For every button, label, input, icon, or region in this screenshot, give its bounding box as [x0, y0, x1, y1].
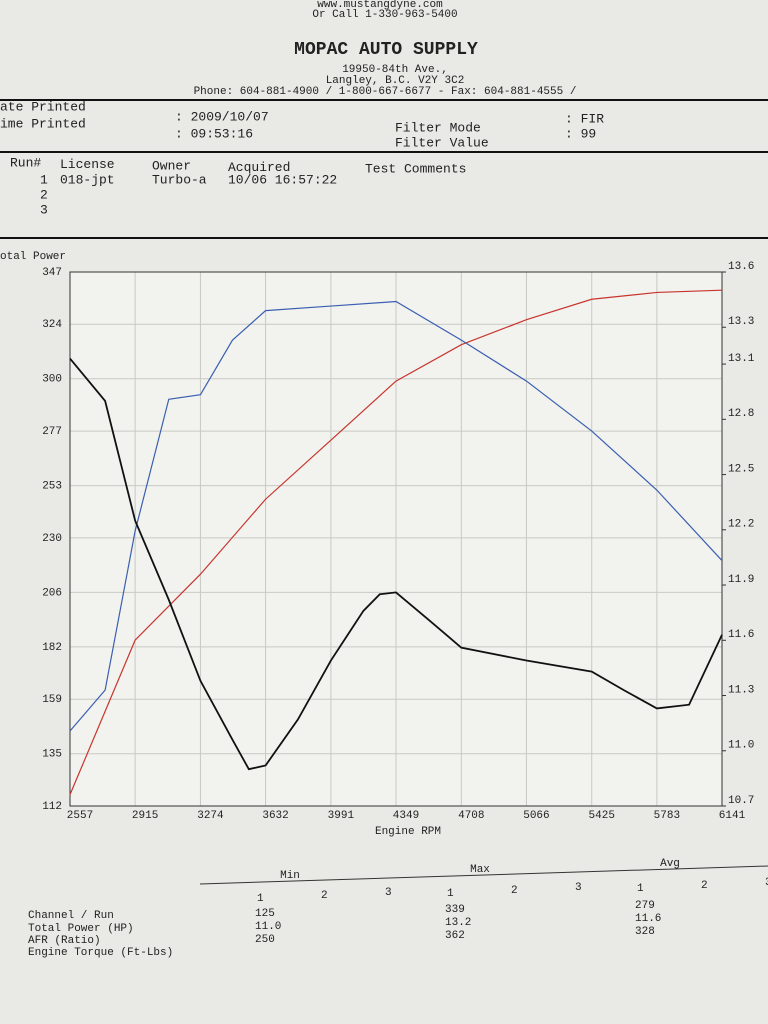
run-header: 2 [321, 890, 328, 902]
run-header: 1 [257, 893, 264, 905]
column-header: License [60, 157, 115, 172]
y-tick-label: 253 [42, 481, 62, 493]
y2-tick-label: 10.7 [728, 795, 754, 807]
row-label: AFR (Ratio) [28, 935, 101, 947]
y2-tick-label: 12.8 [728, 408, 754, 420]
x-axis-label: Engine RPM [375, 826, 441, 838]
x-tick-label: 5783 [654, 810, 680, 822]
label: Filter Value [395, 135, 489, 150]
value: : 99 [565, 126, 596, 141]
x-tick-label: 5066 [523, 810, 549, 822]
y-tick-label: 300 [42, 374, 62, 386]
cell: 10/06 16:57:22 [228, 172, 337, 187]
row-label: Total Power (HP) [28, 923, 134, 935]
label: Filter Mode [395, 120, 481, 135]
y-axis-label: otal Power [0, 251, 66, 263]
address: Langley, B.C. V2Y 3C2 [326, 75, 465, 87]
phone: Phone: 604-881-4900 / 1-800-667-6677 - F… [194, 86, 577, 98]
cell: 339 [445, 904, 465, 916]
run-header: 2 [701, 880, 708, 892]
run-header: 3 [575, 882, 582, 894]
cell: 11.6 [635, 913, 661, 925]
run-header: 1 [447, 888, 454, 900]
y-tick-label: 230 [42, 533, 62, 545]
runs-table: Run# License Owner Acquired Test Comments 1 01… [10, 155, 466, 217]
x-tick-label: 4349 [393, 810, 419, 822]
x-tick-label: 4708 [458, 810, 484, 822]
call: Or Call 1-330-963-5400 [312, 9, 457, 21]
run-header: 3 [385, 887, 392, 899]
plot-border [69, 271, 723, 807]
x-tick-label: 3991 [328, 810, 355, 822]
y2-tick-label: 13.3 [728, 316, 754, 328]
y-tick-label: 135 [42, 749, 62, 761]
y-tick-label: 112 [42, 801, 62, 813]
group-header: Min [280, 870, 300, 882]
chart: otal Power Engine RPM 112 135 159 182 206 230 25… [0, 251, 755, 838]
row-header: Channel / Run [28, 910, 114, 922]
x-tick-label: 3632 [262, 810, 288, 822]
label: ime Printed [0, 116, 86, 131]
y2-tick-label: 11.3 [728, 684, 754, 696]
cell: 11.0 [255, 921, 281, 933]
x-tick-label: 2557 [67, 810, 93, 822]
column-header: Run# [10, 155, 41, 170]
y-tick-label: 324 [42, 319, 62, 331]
y-tick-label: 347 [42, 267, 62, 279]
column-header: Owner [152, 158, 191, 173]
cell: 3 [40, 202, 48, 217]
rule [199, 865, 768, 885]
y-tick-label: 277 [42, 426, 62, 438]
y2-tick-label: 11.9 [728, 574, 754, 586]
group-header: Max [470, 864, 490, 876]
run-header: 3 [765, 877, 768, 889]
y2-tick-label: 13.1 [728, 353, 755, 365]
cell: 2 [40, 187, 48, 202]
y-tick-label: 182 [42, 642, 62, 654]
website: www.mustangdyne.com [317, 0, 443, 11]
cell: 362 [445, 930, 465, 942]
series-line [69, 357, 723, 771]
run-header: 2 [511, 885, 518, 897]
y-tick-label: 159 [42, 694, 62, 706]
cell: 1 [40, 172, 48, 187]
y2-tick-label: 12.2 [728, 519, 754, 531]
cell: 018-jpt [60, 172, 115, 187]
value: : 2009/10/07 [175, 109, 269, 124]
x-tick-label: 5425 [589, 810, 615, 822]
column-header: Acquired [228, 160, 290, 175]
cell: 125 [255, 908, 275, 920]
cell: 328 [635, 926, 655, 938]
y2-tick-label: 11.6 [728, 629, 754, 641]
value: : FIR [565, 111, 604, 126]
column-header: Test Comments [365, 161, 466, 176]
row-label: Engine Torque (Ft-Lbs) [28, 947, 173, 959]
value: : 09:53:16 [175, 126, 253, 141]
cell: 13.2 [445, 917, 471, 929]
y-tick-label: 206 [42, 587, 62, 599]
cell: 250 [255, 934, 275, 946]
x-tick-label: 3274 [197, 810, 224, 822]
x-tick-label: 2915 [132, 810, 158, 822]
label: ate Printed [0, 99, 86, 114]
series-line [69, 300, 723, 732]
x-tick-label: 6141 [719, 810, 746, 822]
cell: 279 [635, 900, 655, 912]
series-line [69, 289, 723, 795]
company: MOPAC AUTO SUPPLY [294, 40, 478, 60]
run-header: 1 [637, 883, 644, 895]
y2-tick-label: 13.6 [728, 261, 754, 273]
group-header: Avg [660, 858, 680, 870]
y2-tick-label: 12.5 [728, 463, 754, 475]
address: 19950-84th Ave., [342, 64, 448, 76]
y2-tick-label: 11.0 [728, 740, 754, 752]
cell: Turbo-a [152, 172, 207, 187]
